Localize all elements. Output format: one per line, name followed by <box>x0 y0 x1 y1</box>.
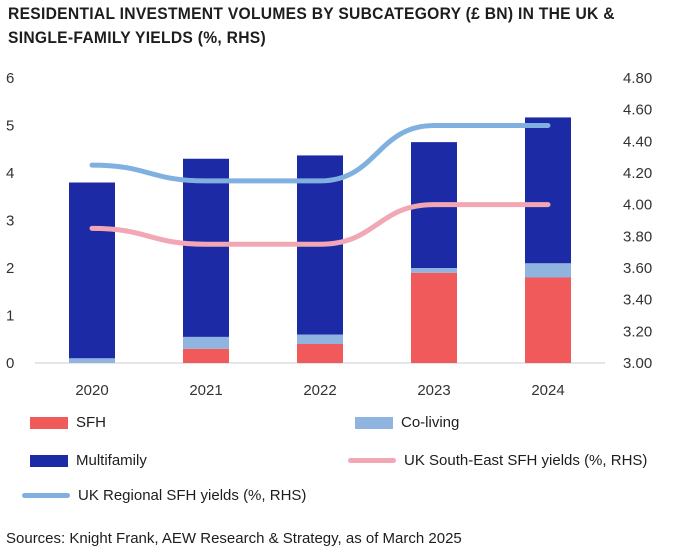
y-tick-label: 3 <box>6 213 14 230</box>
line-southeast <box>89 202 551 247</box>
x-tick-label: 2023 <box>417 382 450 399</box>
y2-tick-label: 3.20 <box>623 323 652 340</box>
bar-coliving <box>183 336 229 349</box>
bar-sfh <box>411 272 457 363</box>
chart-title-line-1: RESIDENTIAL INVESTMENT VOLUMES BY SUBCAT… <box>8 4 615 23</box>
bar-sfh <box>297 344 343 363</box>
y2-tick-label: 3.00 <box>623 355 652 372</box>
y2-tick-label: 4.00 <box>623 197 652 214</box>
source-note: Sources: Knight Frank, AEW Research & St… <box>6 530 462 547</box>
bar-coliving <box>525 263 571 278</box>
y-tick-label: 5 <box>6 118 14 135</box>
x-tick-label: 2021 <box>189 382 222 399</box>
x-tick-label: 2020 <box>75 382 108 399</box>
y2-tick-label: 4.80 <box>623 70 652 87</box>
y-tick-label: 1 <box>6 308 14 325</box>
bar-multifamily <box>69 182 115 359</box>
bar-multifamily <box>525 117 571 264</box>
bar-coliving <box>297 334 343 344</box>
y-tick-label: 6 <box>6 70 14 87</box>
y2-tick-label: 4.40 <box>623 133 652 150</box>
chart-title: RESIDENTIAL INVESTMENT VOLUMES BY SUBCAT… <box>8 2 615 50</box>
y-tick-label: 4 <box>6 165 14 182</box>
x-tick-label: 2022 <box>303 382 336 399</box>
y2-tick-label: 3.60 <box>623 260 652 277</box>
y2-tick-label: 4.20 <box>623 165 652 182</box>
bar-coliving <box>411 268 457 273</box>
bar-sfh <box>183 348 229 363</box>
line-regional <box>89 122 551 184</box>
y2-tick-label: 4.60 <box>623 102 652 119</box>
y-tick-label: 0 <box>6 355 14 372</box>
y2-tick-label: 3.80 <box>623 228 652 245</box>
bar-sfh <box>525 277 571 363</box>
bar-multifamily <box>183 158 229 337</box>
bar-coliving <box>69 358 115 363</box>
chart-title-line-2: SINGLE-FAMILY YIELDS (%, RHS) <box>8 28 267 47</box>
y-tick-label: 2 <box>6 260 14 277</box>
y2-tick-label: 3.40 <box>623 292 652 309</box>
x-tick-label: 2024 <box>531 382 564 399</box>
